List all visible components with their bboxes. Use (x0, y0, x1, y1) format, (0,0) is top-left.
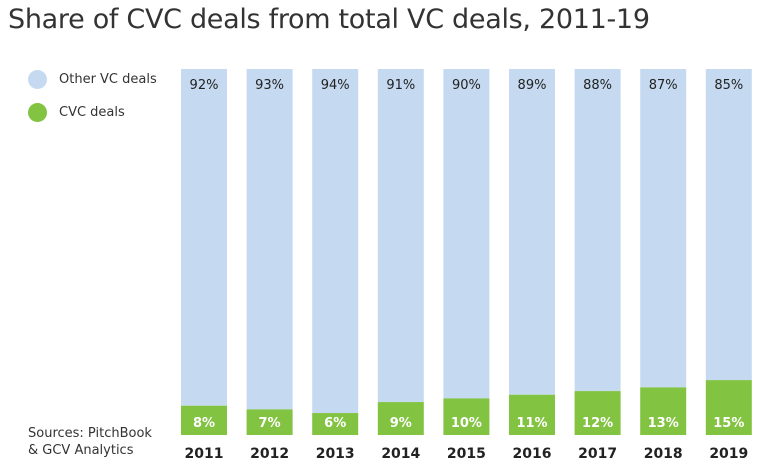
label-cvc-2016: 11% (516, 416, 547, 431)
bar-other-2015 (443, 69, 490, 399)
source-line-1: Sources: PitchBook (28, 426, 152, 441)
legend-item-other: Other VC deals (28, 70, 157, 89)
bar-other-2012 (246, 69, 293, 410)
label-other-2011: 92% (190, 78, 219, 93)
chart-title: Share of CVC deals from total VC deals, … (8, 4, 650, 35)
legend-label-cvc: CVC deals (59, 105, 125, 120)
bar-other-2018 (640, 69, 687, 388)
legend-swatch-cvc (28, 103, 47, 122)
label-other-2019: 85% (714, 78, 743, 93)
bar-cvc-2011 (181, 405, 227, 435)
bar-other-2014 (377, 69, 424, 403)
x-tick-2018: 2018 (644, 446, 683, 462)
label-other-2015: 90% (452, 78, 481, 93)
legend-item-cvc: CVC deals (28, 103, 125, 122)
bar-cvc-2017 (574, 391, 621, 435)
label-cvc-2015: 10% (451, 416, 482, 431)
x-tick-2015: 2015 (447, 446, 486, 462)
x-tick-2014: 2014 (381, 446, 420, 462)
label-other-2017: 88% (583, 78, 612, 93)
label-other-2016: 89% (518, 78, 547, 93)
label-other-2018: 87% (649, 78, 678, 93)
bar-cvc-2014 (377, 402, 424, 435)
x-tick-2012: 2012 (250, 446, 289, 462)
x-tick-2017: 2017 (578, 446, 617, 462)
source-note: Sources: PitchBook & GCV Analytics (28, 425, 152, 459)
label-other-2012: 93% (255, 78, 284, 93)
x-tick-2013: 2013 (316, 446, 355, 462)
bar-other-2013 (312, 69, 359, 414)
bar-other-2011 (181, 69, 227, 406)
bar-cvc-2013 (312, 413, 359, 435)
x-tick-2011: 2011 (185, 446, 224, 462)
bar-other-2019 (705, 69, 752, 381)
label-cvc-2012: 7% (259, 416, 281, 431)
legend-label-other: Other VC deals (59, 72, 157, 87)
label-cvc-2018: 13% (648, 416, 679, 431)
bar-other-2016 (509, 69, 555, 395)
label-cvc-2013: 6% (324, 416, 346, 431)
bar-cvc-2015 (443, 398, 490, 435)
x-tick-2019: 2019 (709, 446, 748, 462)
legend-swatch-other (28, 70, 47, 89)
bar-cvc-2018 (640, 387, 687, 435)
bar-other-2017 (574, 69, 621, 392)
x-tick-2016: 2016 (513, 446, 552, 462)
label-other-2014: 91% (386, 78, 415, 93)
label-other-2013: 94% (321, 78, 350, 93)
label-cvc-2014: 9% (390, 416, 412, 431)
bar-cvc-2016 (509, 394, 555, 435)
label-cvc-2011: 8% (193, 416, 215, 431)
bar-cvc-2012 (246, 409, 293, 435)
label-cvc-2019: 15% (713, 416, 744, 431)
bar-cvc-2019 (705, 380, 752, 435)
source-line-2: & GCV Analytics (28, 443, 134, 458)
label-cvc-2017: 12% (582, 416, 613, 431)
